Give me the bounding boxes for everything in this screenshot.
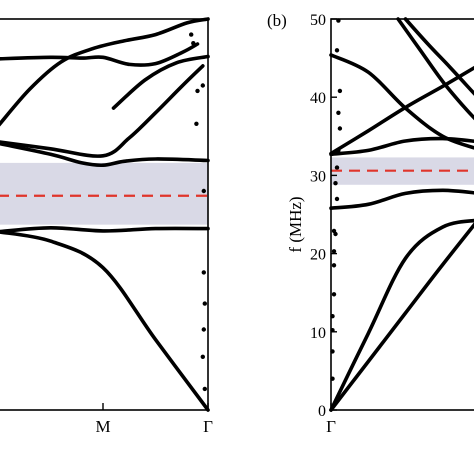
data-point-10 xyxy=(200,354,205,359)
data-point-4 xyxy=(336,110,341,116)
data-point-6 xyxy=(201,188,206,194)
y-tick-label: 10 xyxy=(310,325,326,342)
x-tick-label: Γ xyxy=(203,417,213,436)
data-point-3 xyxy=(337,88,343,94)
band-line-6 xyxy=(0,17,210,127)
data-point-3 xyxy=(195,88,200,94)
data-point-11 xyxy=(202,386,207,392)
band-line-2 xyxy=(329,218,474,412)
band-line-7 xyxy=(111,54,210,110)
plot-frame xyxy=(330,18,474,411)
y-tick-label: 0 xyxy=(318,403,326,420)
data-point-5 xyxy=(337,126,343,131)
y-axis-label: f (MHz) xyxy=(286,196,305,252)
data-point-2 xyxy=(191,41,196,46)
data-point-6 xyxy=(336,148,341,153)
band-line-3 xyxy=(0,141,210,168)
data-point-9 xyxy=(334,196,340,202)
band-line-1 xyxy=(0,230,210,412)
data-point-12 xyxy=(331,249,337,254)
band-line-6 xyxy=(329,65,474,156)
band-line-7 xyxy=(396,17,474,121)
band-line-5 xyxy=(0,42,200,67)
data-point-4 xyxy=(200,83,205,88)
band-line-3 xyxy=(329,188,474,210)
band-line-4 xyxy=(329,136,474,157)
band-line-1 xyxy=(329,222,474,412)
y-tick-label: 40 xyxy=(310,90,326,107)
data-point-13 xyxy=(331,263,337,268)
data-point-11 xyxy=(333,231,338,237)
data-point-7 xyxy=(201,270,206,275)
x-tick-label: M xyxy=(95,417,110,436)
data-point-14 xyxy=(331,292,337,297)
band-line-2 xyxy=(0,225,210,234)
data-point-8 xyxy=(202,301,207,306)
y-tick-label: 50 xyxy=(310,12,326,29)
band-gap-region xyxy=(0,162,208,225)
panel-b: Γ0 10 20 30 40 50 f (MHz) (b) xyxy=(267,11,474,436)
band-line-4 xyxy=(0,64,205,158)
y-tick-label: 20 xyxy=(310,247,326,264)
data-point-5 xyxy=(194,121,199,127)
band-line-8 xyxy=(403,17,474,96)
panel-label: (b) xyxy=(267,11,287,30)
data-point-1 xyxy=(189,32,194,37)
data-point-9 xyxy=(201,327,206,332)
data-point-7 xyxy=(334,165,340,170)
x-tick-label: Γ xyxy=(326,417,336,436)
data-point-8 xyxy=(333,181,338,186)
data-point-2 xyxy=(334,48,340,53)
y-tick-label: 30 xyxy=(310,168,326,185)
